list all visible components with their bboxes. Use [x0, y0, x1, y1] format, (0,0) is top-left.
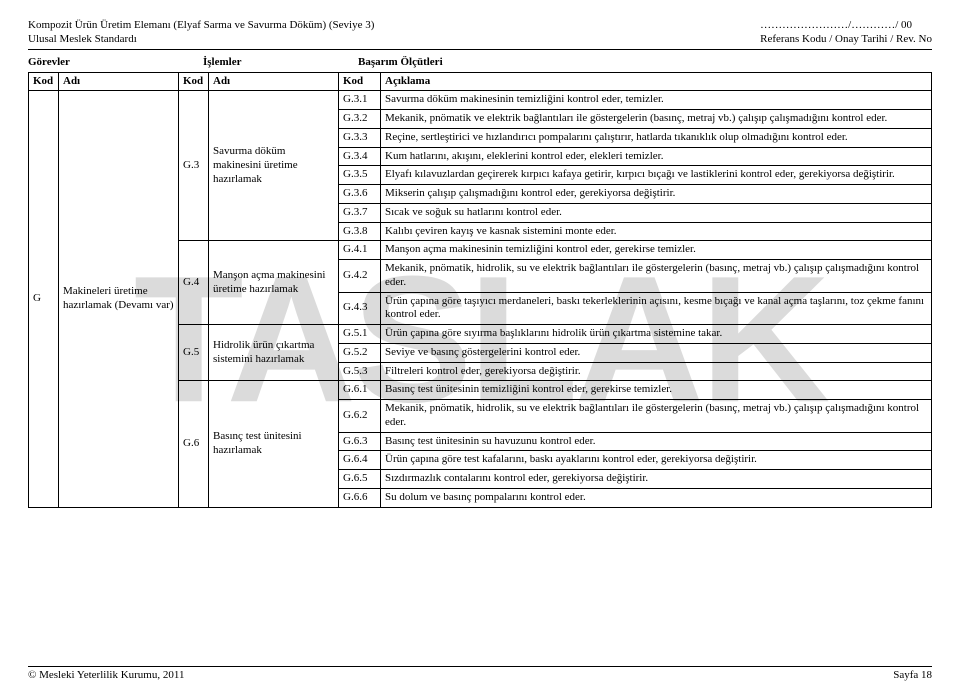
- crit-txt: Mikserin çalışıp çalışmadığını kontrol e…: [381, 185, 932, 204]
- crit-txt: Mekanik, pnömatik, hidrolik, su ve elekt…: [381, 260, 932, 293]
- crit-txt: Elyafı kılavuzlardan geçirerek kırpıcı k…: [381, 166, 932, 185]
- crit-txt: Sıcak ve soğuk su hatlarını kontrol eder…: [381, 203, 932, 222]
- section-gorevler: Görevler: [28, 56, 203, 68]
- task-kod: G: [29, 91, 59, 507]
- crit-txt: Ürün çapına göre test kafalarını, baskı …: [381, 451, 932, 470]
- crit-kod: G.5.1: [339, 325, 381, 344]
- th-adi1: Adı: [59, 72, 179, 91]
- crit-kod: G.3.1: [339, 91, 381, 110]
- crit-kod: G.6.1: [339, 381, 381, 400]
- page-footer: © Mesleki Yeterlilik Kurumu, 2011 Sayfa …: [28, 666, 932, 681]
- crit-kod: G.4.3: [339, 292, 381, 325]
- crit-kod: G.3.8: [339, 222, 381, 241]
- op-adi-g6: Basınç test ünitesini hazırlamak: [209, 381, 339, 507]
- header-ref-line2: Referans Kodu / Onay Tarihi / Rev. No: [760, 32, 932, 46]
- crit-txt: Ürün çapına göre sıyırma başlıklarını hi…: [381, 325, 932, 344]
- footer-left: © Mesleki Yeterlilik Kurumu, 2011: [28, 669, 184, 681]
- th-adi2: Adı: [209, 72, 339, 91]
- crit-txt: Mekanik, pnömatik ve elektrik bağlantıla…: [381, 110, 932, 129]
- crit-kod: G.3.6: [339, 185, 381, 204]
- th-kod2: Kod: [179, 72, 209, 91]
- op-adi-g3: Savurma döküm makinesini üretime hazırla…: [209, 91, 339, 241]
- page-header: Kompozit Ürün Üretim Elemanı (Elyaf Sarm…: [28, 18, 932, 47]
- op-kod-g4: G.4: [179, 241, 209, 325]
- section-basarim: Başarım Ölçütleri: [358, 56, 932, 68]
- crit-kod: G.3.2: [339, 110, 381, 129]
- crit-txt: Su dolum ve basınç pompalarını kontrol e…: [381, 488, 932, 507]
- op-adi-g4: Manşon açma makinesini üretime hazırlama…: [209, 241, 339, 325]
- th-aciklama: Açıklama: [381, 72, 932, 91]
- crit-txt: Filtreleri kontrol eder, gerekiyorsa değ…: [381, 362, 932, 381]
- crit-kod: G.5.3: [339, 362, 381, 381]
- crit-kod: G.4.2: [339, 260, 381, 293]
- crit-txt: Kum hatlarını, akışını, eleklerini kontr…: [381, 147, 932, 166]
- crit-txt: Savurma döküm makinesinin temizliğini ko…: [381, 91, 932, 110]
- crit-kod: G.3.5: [339, 166, 381, 185]
- crit-txt: Sızdırmazlık contalarını kontrol eder, g…: [381, 470, 932, 489]
- footer-right: Sayfa 18: [893, 669, 932, 681]
- crit-kod: G.5.2: [339, 343, 381, 362]
- crit-txt: Basınç test ünitesinin temizliğini kontr…: [381, 381, 932, 400]
- crit-kod: G.3.3: [339, 128, 381, 147]
- crit-txt: Basınç test ünitesinin su havuzunu kontr…: [381, 432, 932, 451]
- crit-kod: G.6.6: [339, 488, 381, 507]
- crit-txt: Reçine, sertleştirici ve hızlandırıcı po…: [381, 128, 932, 147]
- section-islemler: İşlemler: [203, 56, 358, 68]
- crit-kod: G.4.1: [339, 241, 381, 260]
- crit-kod: G.6.4: [339, 451, 381, 470]
- header-divider: [28, 49, 932, 50]
- task-adi: Makineleri üretime hazırlamak (Devamı va…: [59, 91, 179, 507]
- section-headings: Görevler İşlemler Başarım Ölçütleri: [28, 56, 932, 68]
- th-kod3: Kod: [339, 72, 381, 91]
- op-adi-g5: Hidrolik ürün çıkartma sistemini hazırla…: [209, 325, 339, 381]
- table-header-row: Kod Adı Kod Adı Kod Açıklama: [29, 72, 932, 91]
- crit-txt: Manşon açma makinesinin temizliğini kont…: [381, 241, 932, 260]
- crit-txt: Mekanik, pnömatik, hidrolik, su ve elekt…: [381, 400, 932, 433]
- crit-kod: G.6.3: [339, 432, 381, 451]
- op-kod-g5: G.5: [179, 325, 209, 381]
- header-title-line2: Ulusal Meslek Standardı: [28, 32, 374, 46]
- table-row: G Makineleri üretime hazırlamak (Devamı …: [29, 91, 932, 110]
- crit-txt: Seviye ve basınç göstergelerini kontrol …: [381, 343, 932, 362]
- crit-txt: Kalıbı çeviren kayış ve kasnak sistemini…: [381, 222, 932, 241]
- op-kod-g6: G.6: [179, 381, 209, 507]
- crit-kod: G.6.2: [339, 400, 381, 433]
- crit-kod: G.3.7: [339, 203, 381, 222]
- criteria-table: Kod Adı Kod Adı Kod Açıklama G Makineler…: [28, 72, 932, 508]
- header-ref-line1: ……………………/…………/ 00: [760, 18, 932, 32]
- crit-kod: G.3.4: [339, 147, 381, 166]
- op-kod-g3: G.3: [179, 91, 209, 241]
- crit-txt: Ürün çapına göre taşıyıcı merdaneleri, b…: [381, 292, 932, 325]
- th-kod1: Kod: [29, 72, 59, 91]
- header-title-line1: Kompozit Ürün Üretim Elemanı (Elyaf Sarm…: [28, 18, 374, 32]
- crit-kod: G.6.5: [339, 470, 381, 489]
